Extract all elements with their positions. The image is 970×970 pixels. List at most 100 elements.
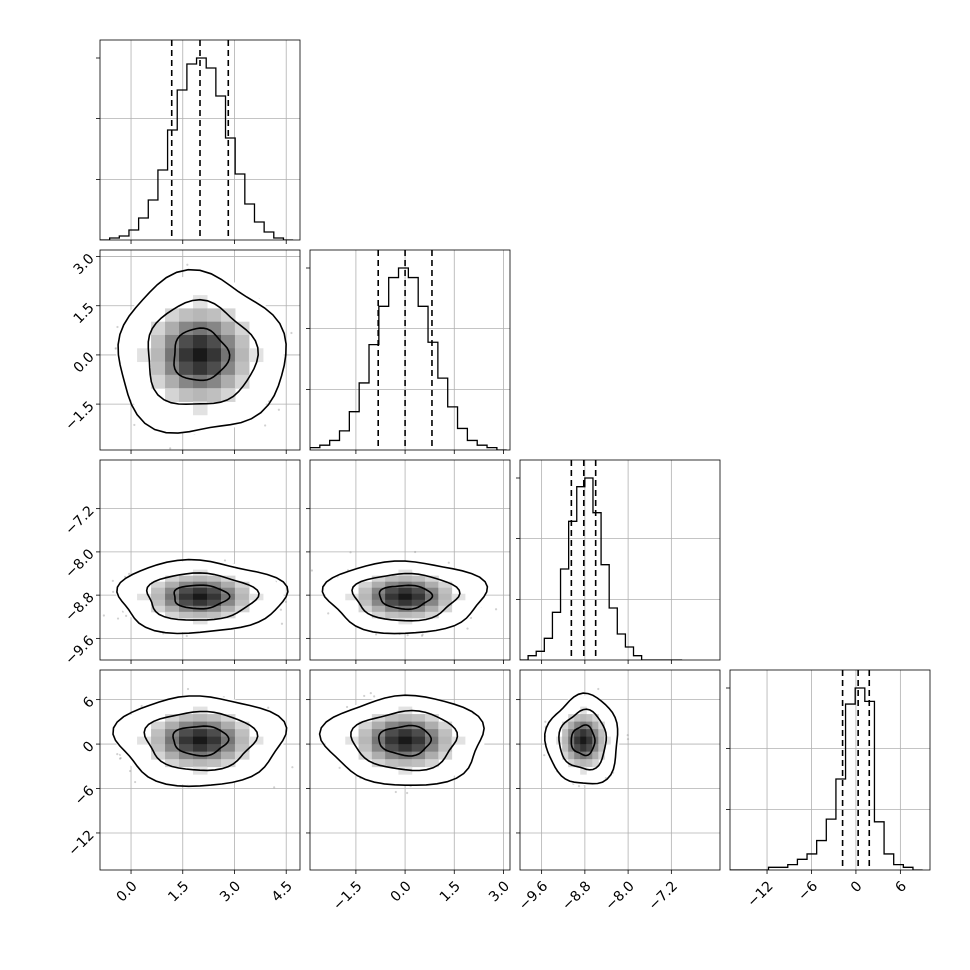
- density-cell: [206, 599, 222, 607]
- density-cell: [151, 729, 166, 738]
- density-cell: [438, 581, 453, 589]
- density-cell: [385, 605, 399, 613]
- density-cell: [385, 581, 399, 589]
- density-cell: [438, 744, 453, 753]
- contour-2: [318, 694, 485, 786]
- x-tick-label: 1.5: [165, 878, 192, 905]
- density-cell: [220, 744, 236, 753]
- scatter-point: [421, 633, 424, 636]
- panel-frame: [99, 39, 301, 241]
- density-cell: [371, 744, 386, 753]
- density-cell: [425, 751, 439, 760]
- density-cell: [165, 599, 180, 607]
- scatter-point: [406, 791, 409, 795]
- density-cell: [193, 587, 208, 595]
- scatter-point: [284, 600, 288, 603]
- density-cell: [398, 714, 413, 723]
- density-cell: [425, 714, 439, 723]
- density-cell: [220, 374, 236, 389]
- scatter-point: [116, 752, 119, 756]
- panel-frame: [519, 459, 721, 661]
- contour-2: [321, 560, 489, 635]
- density-cell: [179, 593, 194, 601]
- density-cell: [193, 599, 208, 607]
- density-cell: [425, 575, 439, 583]
- density-cell: [165, 736, 180, 745]
- x-tick-label: 1.5: [437, 878, 464, 905]
- contour-2: [112, 695, 288, 788]
- density-cell: [165, 575, 180, 583]
- density-cell: [411, 593, 426, 601]
- scatter-point: [134, 780, 137, 784]
- density-cell: [165, 321, 180, 336]
- density-cell: [385, 729, 399, 738]
- density-cell: [193, 759, 208, 768]
- density-cell: [151, 751, 166, 760]
- scatter-point: [345, 705, 349, 709]
- density-cell: [206, 611, 222, 619]
- histogram-0: [100, 57, 294, 240]
- density-cell: [398, 611, 413, 619]
- density-cell: [193, 401, 208, 416]
- density-cell: [179, 581, 194, 589]
- x-tick-label: 3.0: [217, 878, 244, 905]
- density-cell: [193, 729, 208, 738]
- scatter-point: [277, 408, 280, 411]
- y-tick-label: −6: [72, 783, 98, 809]
- density-cell: [206, 334, 222, 349]
- density-cell: [398, 587, 413, 595]
- density-cell: [179, 599, 194, 607]
- scatter-point: [118, 757, 122, 760]
- panel-frame: [309, 249, 511, 451]
- density-cell: [358, 744, 373, 753]
- scatter-point: [323, 753, 325, 755]
- density-cell: [165, 348, 180, 363]
- density-cell: [385, 575, 399, 583]
- scatter-point: [125, 614, 128, 617]
- density-cell: [193, 348, 208, 363]
- density-cell: [385, 611, 399, 619]
- density-cell: [371, 593, 386, 601]
- scatter-point: [290, 331, 293, 335]
- density-cell: [206, 308, 222, 323]
- y-tick-label: 1.5: [71, 300, 98, 327]
- y-tick-label: 0: [80, 738, 98, 756]
- contour-1: [143, 710, 259, 772]
- contour-0: [173, 584, 231, 610]
- density-cell: [179, 388, 194, 402]
- density-cell: [438, 729, 453, 738]
- density-cell: [206, 321, 222, 336]
- density-cell: [193, 706, 208, 715]
- histogram-1: [310, 267, 507, 450]
- density-cell: [151, 581, 166, 589]
- density-cell: [411, 587, 426, 595]
- density-cell: [151, 348, 166, 363]
- panel-2-1: [306, 459, 511, 664]
- density-cell: [425, 759, 439, 768]
- scatter-point: [119, 756, 122, 760]
- density-cell: [206, 587, 222, 595]
- scatter-point: [267, 706, 270, 709]
- density-cell: [345, 593, 360, 601]
- density-cell: [358, 736, 373, 745]
- contour-1: [351, 572, 461, 622]
- density-cell: [179, 736, 194, 745]
- density-cell: [179, 714, 194, 723]
- density-cell: [151, 599, 166, 607]
- density-cell: [193, 388, 208, 402]
- density-cell: [151, 587, 166, 595]
- scatter-point: [116, 325, 119, 329]
- contour-0: [378, 584, 434, 611]
- scatter-point: [185, 634, 188, 638]
- scatter-point: [494, 608, 498, 611]
- density-cell: [165, 714, 180, 723]
- density-cell: [234, 361, 250, 376]
- density-cell: [193, 295, 208, 309]
- density-cell: [193, 575, 208, 583]
- density-cell: [411, 605, 426, 613]
- scatter-point: [111, 579, 114, 582]
- scatter-point: [116, 617, 120, 620]
- y-tick-label: −7.2: [62, 503, 97, 538]
- panel-frame: [309, 459, 511, 661]
